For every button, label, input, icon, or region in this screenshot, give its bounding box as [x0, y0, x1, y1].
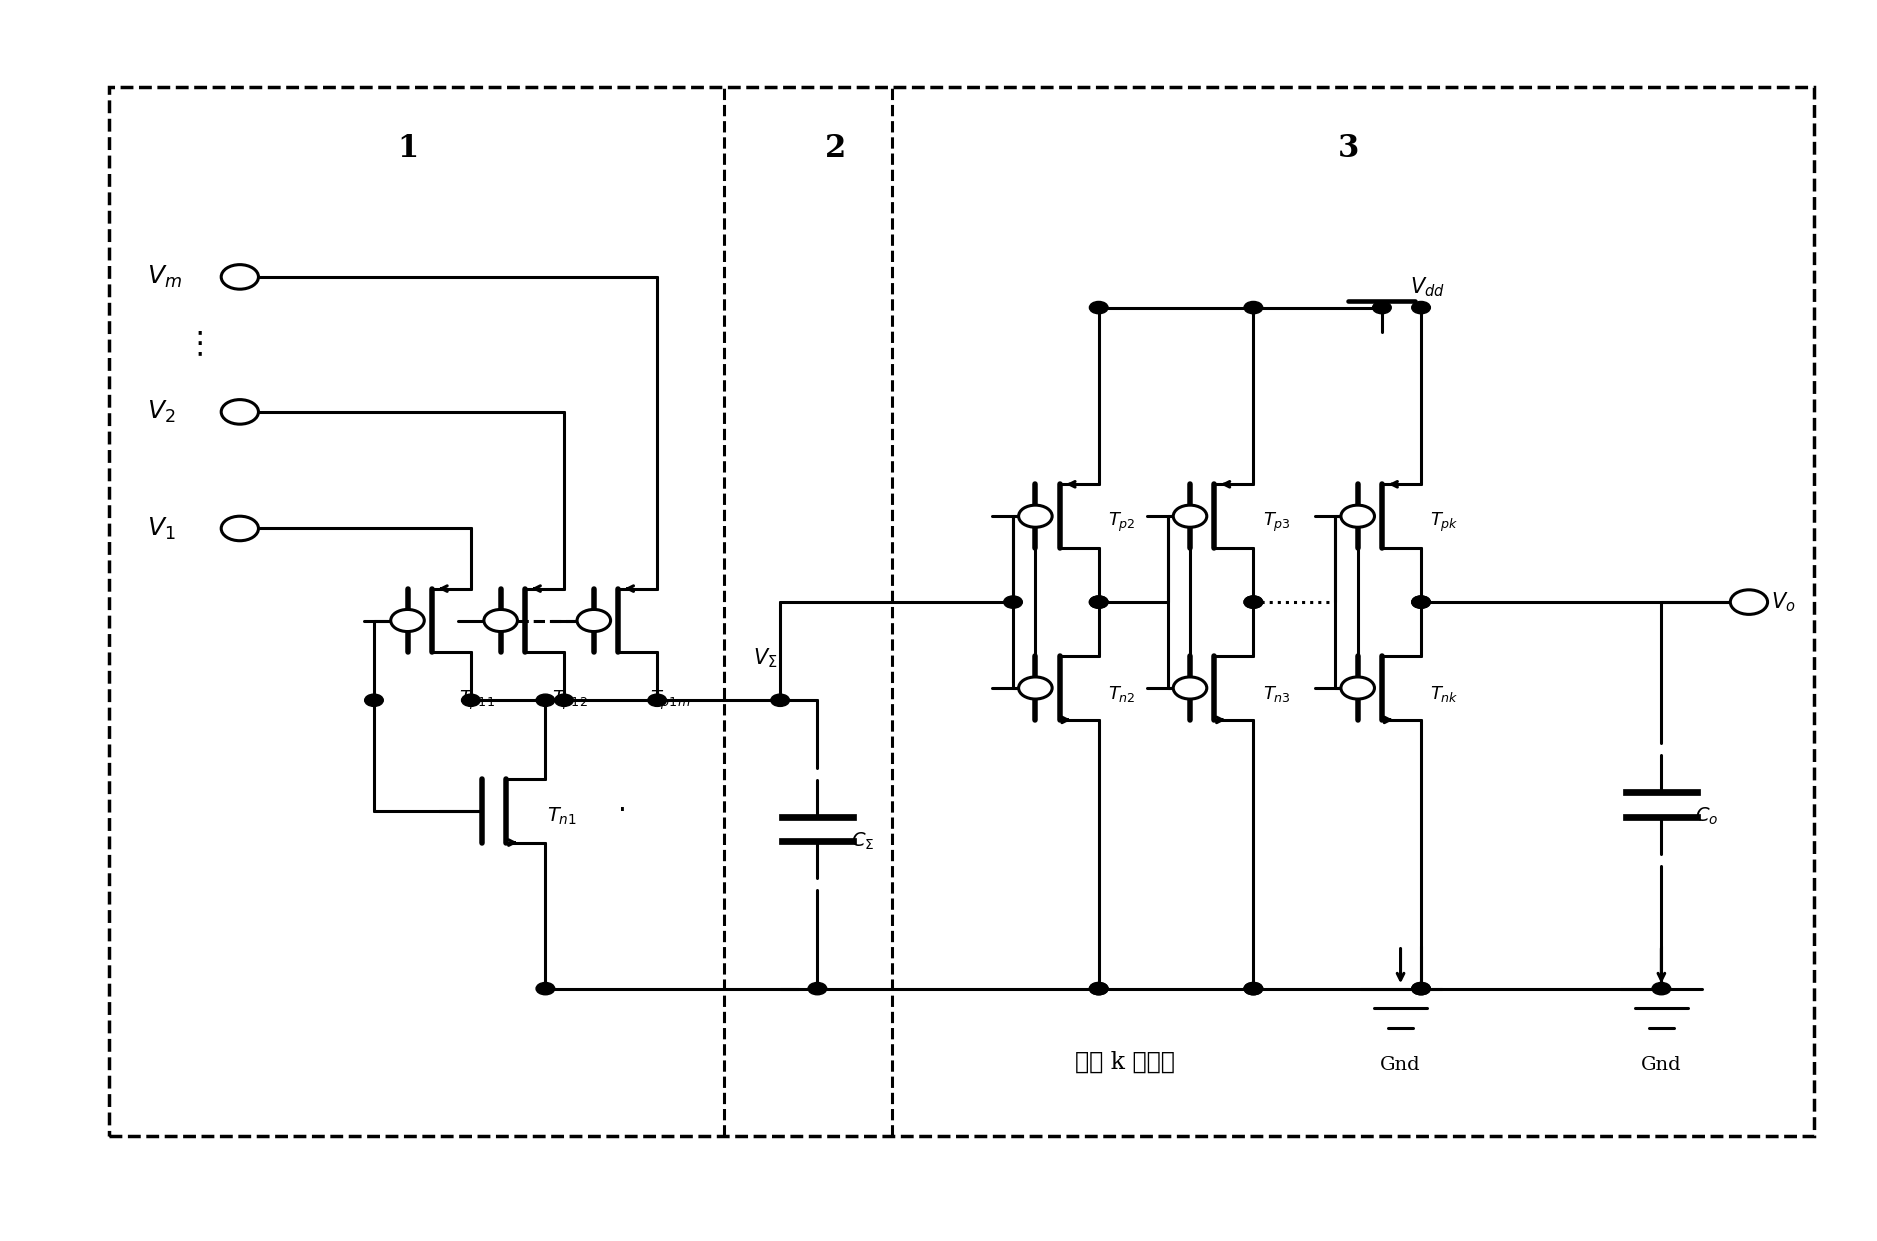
Circle shape [1089, 302, 1107, 314]
Circle shape [1412, 302, 1430, 314]
Text: $T_{p12}$: $T_{p12}$ [552, 689, 588, 712]
Circle shape [1089, 983, 1107, 995]
Circle shape [221, 400, 259, 424]
Circle shape [462, 694, 481, 706]
Text: $T_{nk}$: $T_{nk}$ [1430, 684, 1458, 704]
Circle shape [1372, 302, 1391, 314]
Text: $V_o$: $V_o$ [1772, 591, 1796, 614]
Circle shape [1173, 505, 1207, 527]
Circle shape [809, 983, 826, 995]
Text: $C_{\Sigma}$: $C_{\Sigma}$ [850, 830, 875, 853]
Circle shape [1244, 596, 1263, 608]
Circle shape [1412, 983, 1430, 995]
Text: $\vdots$: $\vdots$ [184, 329, 203, 360]
Text: Gnd: Gnd [1380, 1056, 1421, 1075]
Text: $C_o$: $C_o$ [1695, 807, 1717, 828]
Circle shape [1412, 983, 1430, 995]
Circle shape [1004, 596, 1023, 608]
Text: $T_{n2}$: $T_{n2}$ [1107, 684, 1136, 704]
Circle shape [648, 694, 666, 706]
Circle shape [556, 694, 572, 706]
Text: 2: 2 [826, 133, 847, 164]
Circle shape [1019, 505, 1053, 527]
Circle shape [1244, 983, 1263, 995]
Text: .: . [618, 789, 627, 817]
Circle shape [221, 516, 259, 541]
Text: $T_{p11}$: $T_{p11}$ [458, 689, 494, 712]
Circle shape [364, 694, 383, 706]
Circle shape [576, 609, 610, 632]
Text: Gnd: Gnd [1640, 1056, 1682, 1075]
Circle shape [1089, 596, 1107, 608]
Text: $T_{n3}$: $T_{n3}$ [1263, 684, 1291, 704]
Circle shape [1089, 983, 1107, 995]
Text: $T_{n1}$: $T_{n1}$ [548, 807, 578, 828]
Text: $T_{p3}$: $T_{p3}$ [1263, 511, 1291, 534]
Circle shape [1412, 596, 1430, 608]
Circle shape [1089, 596, 1107, 608]
Circle shape [1244, 302, 1263, 314]
Circle shape [390, 609, 424, 632]
Text: $V_{dd}$: $V_{dd}$ [1410, 276, 1445, 299]
Text: 3: 3 [1338, 133, 1359, 164]
Text: $T_{p2}$: $T_{p2}$ [1107, 511, 1136, 534]
Circle shape [221, 264, 259, 289]
Circle shape [537, 694, 556, 706]
Circle shape [1244, 596, 1263, 608]
Circle shape [537, 983, 556, 995]
Text: $V_{\Sigma}$: $V_{\Sigma}$ [753, 647, 777, 670]
Circle shape [1244, 983, 1263, 995]
Text: 其中 k 为奇数: 其中 k 为奇数 [1076, 1051, 1175, 1073]
Circle shape [1340, 505, 1374, 527]
Circle shape [1173, 676, 1207, 699]
Circle shape [1731, 589, 1768, 614]
Circle shape [1340, 676, 1374, 699]
Circle shape [1019, 676, 1053, 699]
Text: $V_1$: $V_1$ [146, 515, 175, 541]
Circle shape [1412, 596, 1430, 608]
Circle shape [771, 694, 790, 706]
Circle shape [484, 609, 518, 632]
Text: $V_2$: $V_2$ [146, 398, 175, 424]
Text: $V_m$: $V_m$ [146, 264, 182, 290]
Text: $T_{p1m}$: $T_{p1m}$ [649, 689, 691, 712]
Text: $T_{pk}$: $T_{pk}$ [1430, 511, 1458, 534]
Text: 1: 1 [396, 133, 419, 164]
Circle shape [1652, 983, 1671, 995]
